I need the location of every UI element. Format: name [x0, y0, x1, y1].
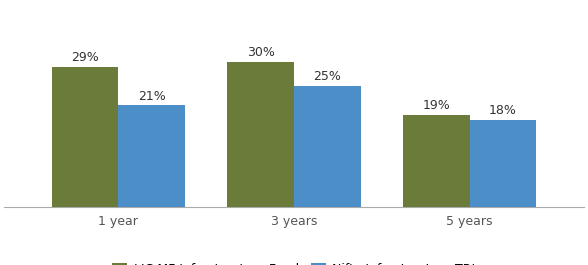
Text: 21%: 21% — [138, 90, 166, 103]
Bar — [118, 105, 185, 207]
Text: 29%: 29% — [71, 51, 99, 64]
Bar — [227, 62, 294, 207]
Legend: LIC MF Infrastructure Fund, Nifty Infrastructure TRI: LIC MF Infrastructure Fund, Nifty Infras… — [108, 258, 480, 265]
Text: 30%: 30% — [247, 46, 275, 59]
Text: 18%: 18% — [489, 104, 517, 117]
Text: 25%: 25% — [313, 70, 341, 83]
Bar — [52, 67, 118, 207]
Text: 19%: 19% — [422, 99, 450, 112]
Bar — [403, 115, 470, 207]
Bar — [470, 120, 536, 207]
Bar — [294, 86, 361, 207]
